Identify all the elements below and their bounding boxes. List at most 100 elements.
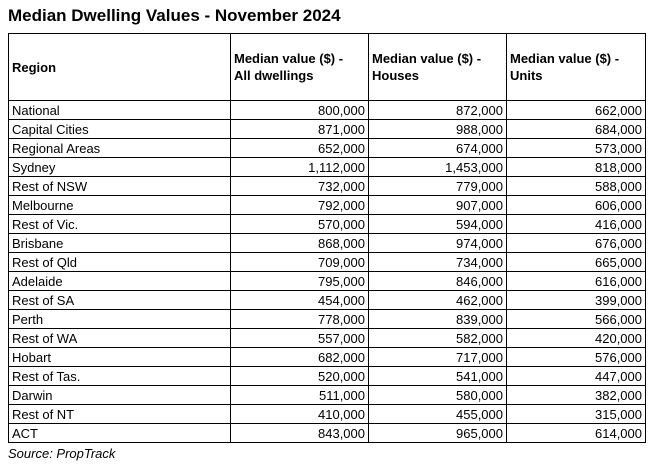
- units-cell: 662,000: [506, 100, 646, 120]
- units-cell: 315,000: [506, 404, 646, 424]
- region-cell: Darwin: [8, 385, 231, 405]
- units-cell: 684,000: [506, 119, 646, 139]
- houses-cell: 974,000: [368, 233, 507, 253]
- houses-cell: 717,000: [368, 347, 507, 367]
- houses-cell: 872,000: [368, 100, 507, 120]
- region-cell: Perth: [8, 309, 231, 329]
- all-dwellings-cell: 843,000: [230, 423, 369, 443]
- column-header-houses-line2: Houses: [372, 68, 419, 83]
- units-cell: 382,000: [506, 385, 646, 405]
- table-row: Adelaide 795,000 846,000 616,000: [8, 271, 646, 291]
- units-cell: 416,000: [506, 214, 646, 234]
- region-cell: Rest of WA: [8, 328, 231, 348]
- region-cell: Rest of SA: [8, 290, 231, 310]
- region-cell: ACT: [8, 423, 231, 443]
- all-dwellings-cell: 570,000: [230, 214, 369, 234]
- units-cell: 399,000: [506, 290, 646, 310]
- region-cell: Sydney: [8, 157, 231, 177]
- table-row: Darwin 511,000 580,000 382,000: [8, 385, 646, 405]
- all-dwellings-cell: 511,000: [230, 385, 369, 405]
- region-cell: Hobart: [8, 347, 231, 367]
- column-header-houses-line1: Median value ($) -: [372, 51, 482, 66]
- all-dwellings-cell: 682,000: [230, 347, 369, 367]
- houses-cell: 1,453,000: [368, 157, 507, 177]
- all-dwellings-cell: 557,000: [230, 328, 369, 348]
- column-header-houses: Median value ($) - Houses: [368, 33, 507, 101]
- table-row: National 800,000 872,000 662,000: [8, 100, 646, 120]
- units-cell: 588,000: [506, 176, 646, 196]
- houses-cell: 541,000: [368, 366, 507, 386]
- region-cell: Rest of NT: [8, 404, 231, 424]
- all-dwellings-cell: 871,000: [230, 119, 369, 139]
- column-header-units-line1: Median value ($) -: [510, 51, 620, 66]
- houses-cell: 462,000: [368, 290, 507, 310]
- houses-cell: 779,000: [368, 176, 507, 196]
- table-row: Rest of NT 410,000 455,000 315,000: [8, 404, 646, 424]
- region-cell: Melbourne: [8, 195, 231, 215]
- source-note: Source: PropTrack: [8, 446, 116, 461]
- all-dwellings-cell: 868,000: [230, 233, 369, 253]
- all-dwellings-cell: 410,000: [230, 404, 369, 424]
- region-cell: Brisbane: [8, 233, 231, 253]
- region-cell: Rest of NSW: [8, 176, 231, 196]
- houses-cell: 674,000: [368, 138, 507, 158]
- all-dwellings-cell: 1,112,000: [230, 157, 369, 177]
- units-cell: 566,000: [506, 309, 646, 329]
- houses-cell: 907,000: [368, 195, 507, 215]
- region-cell: Rest of Tas.: [8, 366, 231, 386]
- units-cell: 665,000: [506, 252, 646, 272]
- region-cell: Adelaide: [8, 271, 231, 291]
- units-cell: 616,000: [506, 271, 646, 291]
- region-cell: Rest of Qld: [8, 252, 231, 272]
- region-cell: Capital Cities: [8, 119, 231, 139]
- houses-cell: 988,000: [368, 119, 507, 139]
- table-row: Perth 778,000 839,000 566,000: [8, 309, 646, 329]
- houses-cell: 594,000: [368, 214, 507, 234]
- table-body: National 800,000 872,000 662,000 Capital…: [8, 100, 646, 443]
- units-cell: 420,000: [506, 328, 646, 348]
- table-row: Rest of Qld 709,000 734,000 665,000: [8, 252, 646, 272]
- all-dwellings-cell: 800,000: [230, 100, 369, 120]
- table-row: Capital Cities 871,000 988,000 684,000: [8, 119, 646, 139]
- column-header-units-line2: Units: [510, 68, 543, 83]
- houses-cell: 734,000: [368, 252, 507, 272]
- houses-cell: 965,000: [368, 423, 507, 443]
- table-row: Rest of SA 454,000 462,000 399,000: [8, 290, 646, 310]
- region-cell: Regional Areas: [8, 138, 231, 158]
- all-dwellings-cell: 709,000: [230, 252, 369, 272]
- table-row: Melbourne 792,000 907,000 606,000: [8, 195, 646, 215]
- column-header-region-label: Region: [12, 59, 57, 75]
- units-cell: 614,000: [506, 423, 646, 443]
- page-title: Median Dwelling Values - November 2024: [8, 6, 341, 25]
- houses-cell: 455,000: [368, 404, 507, 424]
- table-row: Rest of NSW 732,000 779,000 588,000: [8, 176, 646, 196]
- table-header-row: Region Median value ($) - All dwellings …: [8, 33, 646, 101]
- region-cell: Rest of Vic.: [8, 214, 231, 234]
- houses-cell: 582,000: [368, 328, 507, 348]
- units-cell: 606,000: [506, 195, 646, 215]
- all-dwellings-cell: 454,000: [230, 290, 369, 310]
- all-dwellings-cell: 778,000: [230, 309, 369, 329]
- table-row: Rest of Tas. 520,000 541,000 447,000: [8, 366, 646, 386]
- units-cell: 676,000: [506, 233, 646, 253]
- column-header-region: Region: [8, 33, 231, 101]
- table-row: ACT 843,000 965,000 614,000: [8, 423, 646, 443]
- units-cell: 818,000: [506, 157, 646, 177]
- units-cell: 447,000: [506, 366, 646, 386]
- houses-cell: 846,000: [368, 271, 507, 291]
- all-dwellings-cell: 732,000: [230, 176, 369, 196]
- houses-cell: 839,000: [368, 309, 507, 329]
- column-header-units: Median value ($) - Units: [506, 33, 646, 101]
- all-dwellings-cell: 795,000: [230, 271, 369, 291]
- table-row: Rest of WA 557,000 582,000 420,000: [8, 328, 646, 348]
- all-dwellings-cell: 520,000: [230, 366, 369, 386]
- dwelling-values-table: Region Median value ($) - All dwellings …: [8, 33, 646, 443]
- region-cell: National: [8, 100, 231, 120]
- table-row: Regional Areas 652,000 674,000 573,000: [8, 138, 646, 158]
- all-dwellings-cell: 792,000: [230, 195, 369, 215]
- table-row: Sydney 1,112,000 1,453,000 818,000: [8, 157, 646, 177]
- all-dwellings-cell: 652,000: [230, 138, 369, 158]
- column-header-all-dwellings: Median value ($) - All dwellings: [230, 33, 369, 101]
- houses-cell: 580,000: [368, 385, 507, 405]
